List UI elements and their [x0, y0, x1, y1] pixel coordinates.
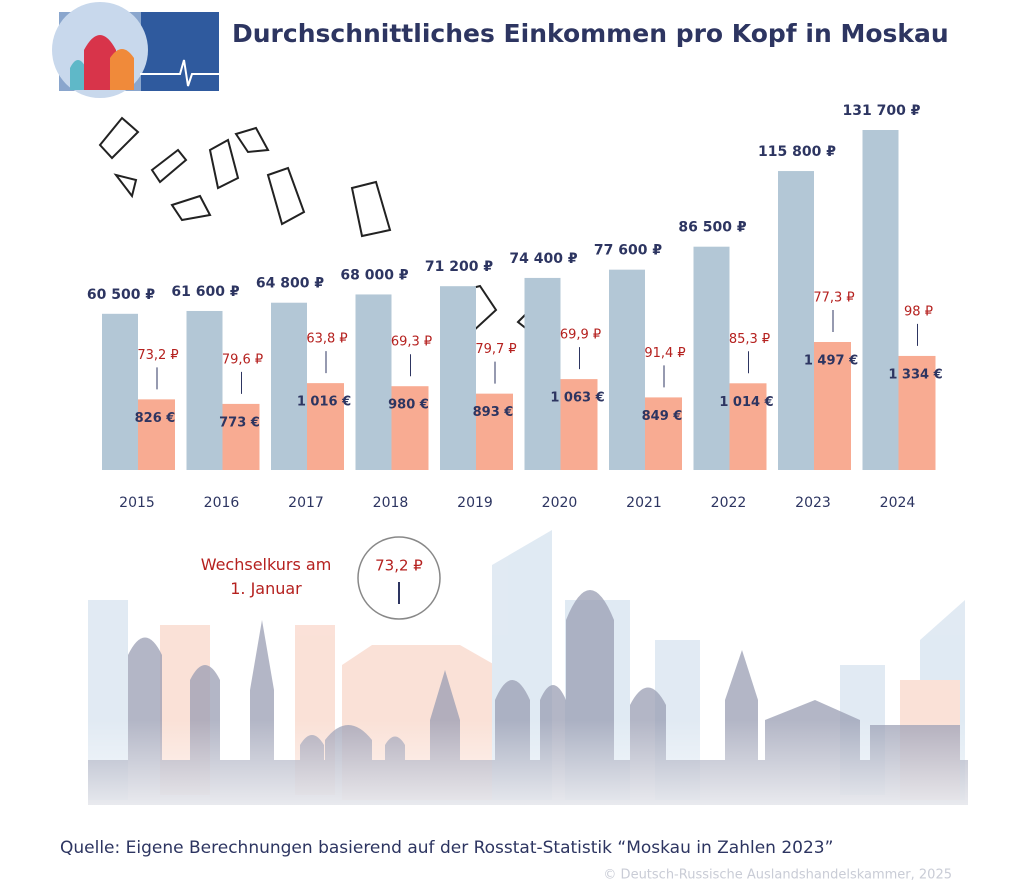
bar-eur [138, 399, 175, 470]
legend-label: Wechselkurs am 1. Januar [200, 555, 332, 598]
bar-eur [222, 403, 260, 470]
value-label-rub: 68 000 ₽ [340, 267, 408, 283]
value-label-rub: 77 600 ₽ [594, 243, 662, 259]
bar-eur [814, 342, 851, 470]
value-label-rub: 60 500 ₽ [87, 287, 155, 303]
rate-label: 69,9 ₽ [560, 328, 601, 343]
bar-eur [645, 397, 682, 470]
value-label-rub: 74 400 ₽ [509, 251, 577, 267]
value-label-eur: 1 016 € [297, 395, 351, 410]
bar-eur [560, 379, 598, 470]
x-tick-label: 2017 [288, 495, 324, 511]
value-label-eur: 773 € [219, 415, 260, 430]
bar-rub [355, 294, 392, 470]
value-label-rub: 71 200 ₽ [425, 259, 493, 275]
chart-title: Durchschnittliches Einkommen pro Kopf in… [232, 19, 949, 48]
fade [80, 720, 980, 840]
bar-rub [778, 171, 814, 470]
rate-label: 79,6 ₽ [222, 352, 263, 367]
legend-sample-label: 73,2 ₽ [375, 557, 423, 575]
bar-rub [102, 313, 138, 470]
bar-rub [609, 269, 645, 470]
rate-label: 73,2 ₽ [137, 348, 178, 363]
x-tick-label: 2016 [204, 495, 240, 511]
rate-label: 98 ₽ [904, 304, 933, 319]
value-label-eur: 1 063 € [550, 391, 604, 406]
logo [52, 2, 219, 98]
bar-rub [862, 130, 899, 470]
copyright: © Deutsch-Russische Auslandshandelskamme… [603, 868, 952, 883]
x-tick-label: 2023 [795, 495, 831, 511]
bar-eur [729, 383, 767, 470]
value-label-rub: 61 600 ₽ [171, 284, 239, 300]
bar-rub [186, 310, 223, 470]
rate-label: 79,7 ₽ [475, 342, 516, 357]
legend-circle [357, 536, 441, 620]
value-label-eur: 893 € [473, 405, 514, 420]
value-label-eur: 1 497 € [804, 354, 858, 369]
bar-eur [476, 393, 513, 470]
value-label-rub: 64 800 ₽ [256, 276, 324, 292]
source: Quelle: Eigene Berechnungen basierend au… [60, 838, 833, 858]
rate-label: 77,3 ₽ [813, 291, 854, 306]
value-label-eur: 1 334 € [888, 367, 942, 382]
bar-eur [307, 383, 344, 470]
value-label-eur: 980 € [388, 398, 429, 413]
bar-rub [693, 246, 730, 470]
x-tick-label: 2021 [626, 495, 662, 511]
bar-eur [898, 355, 936, 470]
rate-label: 91,4 ₽ [644, 346, 685, 361]
bar-eur [391, 386, 429, 470]
money-doodles [98, 116, 554, 336]
x-tick-label: 2022 [711, 495, 747, 511]
x-tick-label: 2015 [119, 495, 155, 511]
x-tick-label: 2024 [880, 495, 916, 511]
x-tick-label: 2020 [542, 495, 578, 511]
value-label-eur: 1 014 € [719, 395, 773, 410]
value-label-eur: 849 € [642, 409, 683, 424]
rate-label: 69,3 ₽ [391, 335, 432, 350]
bar-rub [440, 286, 476, 470]
bar-rub [524, 277, 561, 470]
rate-label: 85,3 ₽ [729, 332, 770, 347]
value-label-eur: 826 € [135, 411, 176, 426]
value-label-rub: 86 500 ₽ [678, 220, 746, 236]
value-label-rub: 115 800 ₽ [758, 144, 836, 160]
rate-label: 63,8 ₽ [306, 332, 347, 347]
bar-rub [271, 302, 307, 470]
x-tick-label: 2018 [373, 495, 409, 511]
x-tick-label: 2019 [457, 495, 493, 511]
value-label-rub: 131 700 ₽ [843, 103, 921, 119]
